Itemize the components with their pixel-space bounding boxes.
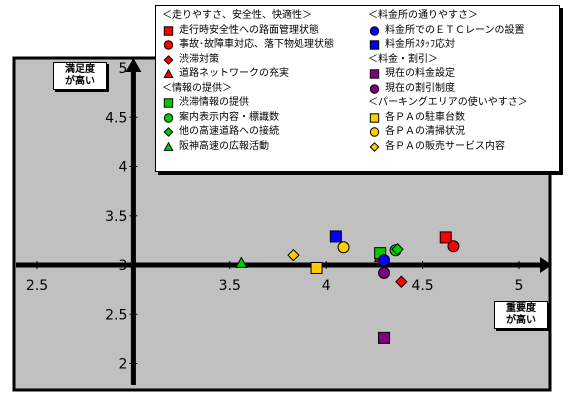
legend-marker-shape — [163, 54, 174, 65]
legend-marker — [369, 40, 380, 50]
legend-marker-shape — [163, 40, 174, 50]
legend-item-label: 現在の料金設定 — [385, 68, 455, 79]
x-tick-label: 2.5 — [26, 278, 48, 294]
legend-item-label: 阪神高速の広報活動 — [179, 140, 269, 152]
legend-marker — [163, 40, 174, 50]
legend-item: 各ＰＡの清掃状況 — [368, 125, 528, 140]
legend-item-label: 料金所でのＥＴＣレーンの設置 — [385, 24, 525, 36]
y-axis-label: 満足度 が高い — [53, 62, 107, 90]
legend-marker-shape — [163, 127, 174, 138]
y-tick-label: 4 — [118, 160, 127, 176]
data-point — [235, 256, 248, 268]
data-point — [439, 231, 452, 244]
legend-marker — [369, 113, 380, 123]
x-tick-label: 3.5 — [219, 278, 241, 294]
legend-item-label: 案内表示内容・標識数 — [179, 111, 279, 123]
legend-item-label: 他の高速道路への接続 — [179, 126, 279, 137]
legend-marker-shape — [163, 141, 174, 151]
legend-item-label: 料金所ｽﾀｯﾌ応対 — [385, 39, 455, 50]
legend-item-label: 事故･故障車対応、落下物処理状態 — [179, 39, 334, 50]
data-point — [378, 254, 391, 267]
legend-marker-shape — [369, 127, 380, 137]
legend-heading: ＜料金・割引＞ — [368, 53, 438, 65]
x-axis-label-line1: 重要度 — [506, 303, 536, 314]
legend-marker — [369, 69, 380, 79]
legend-marker-shape — [369, 84, 380, 94]
legend-item: 現在の割引制度 — [368, 82, 528, 97]
data-point — [378, 266, 391, 279]
legend-marker — [163, 26, 174, 36]
legend-item: 渋滞情報の提供 — [162, 96, 334, 111]
legend-marker — [369, 84, 380, 94]
y-tick-label: 4.5 — [105, 110, 127, 126]
x-tick-label: 5 — [515, 278, 524, 294]
legend-item-label: 各ＰＡの清掃状況 — [385, 126, 465, 137]
legend-heading: ＜走りやすさ、安全性、快適性＞ — [162, 10, 312, 21]
data-point — [310, 261, 323, 274]
legend-marker — [163, 127, 174, 138]
legend: ＜走りやすさ、安全性、快適性＞ 走行時安全性への路面管理状態 事故･故障車対応、… — [155, 5, 560, 172]
legend-marker — [369, 141, 380, 152]
y-tick-label: 2 — [118, 357, 127, 373]
legend-marker — [163, 141, 174, 151]
x-tick-label: 4 — [322, 278, 331, 294]
legend-marker — [369, 127, 380, 137]
legend-item-label: 渋滞対策 — [179, 53, 219, 65]
x-tick-label: 4.5 — [411, 278, 433, 294]
legend-marker-shape — [369, 69, 380, 79]
legend-marker-shape — [369, 26, 380, 36]
data-point — [329, 230, 342, 243]
data-point — [447, 240, 460, 253]
legend-marker — [369, 26, 380, 36]
legend-item: 案内表示内容・標識数 — [162, 111, 334, 126]
legend-marker-shape — [369, 40, 380, 50]
legend-item: 事故･故障車対応、落下物処理状態 — [162, 38, 334, 53]
legend-marker — [163, 69, 174, 79]
legend-marker-shape — [163, 113, 174, 123]
legend-marker-shape — [369, 141, 380, 152]
legend-item: 現在の料金設定 — [368, 67, 528, 82]
data-point — [395, 275, 408, 288]
legend-marker-shape — [163, 98, 174, 108]
legend-marker-shape — [369, 113, 380, 123]
legend-item: 走行時安全性への路面管理状態 — [162, 24, 334, 39]
legend-marker-shape — [163, 26, 174, 36]
legend-item-label: 道路ネットワークの充実 — [179, 68, 289, 79]
data-point — [378, 331, 391, 344]
legend-item: 渋滞対策 — [162, 53, 334, 68]
legend-item-label: 現在の割引制度 — [385, 82, 455, 94]
legend-heading: ＜情報の提供＞ — [162, 82, 232, 94]
legend-item-label: 各ＰＡの販売サービス内容 — [385, 140, 505, 152]
legend-marker — [163, 54, 174, 65]
legend-item-label: 渋滞情報の提供 — [179, 97, 249, 108]
legend-item-label: 各ＰＡの駐車台数 — [385, 111, 465, 123]
y-tick-label: 2.5 — [105, 307, 127, 323]
legend-marker — [163, 98, 174, 108]
data-point — [287, 248, 300, 262]
legend-item: 他の高速道路への接続 — [162, 125, 334, 140]
y-axis-label-line2: が高い — [65, 76, 95, 87]
legend-item: 料金所でのＥＴＣレーンの設置 — [368, 24, 528, 39]
x-axis-arrowhead — [540, 257, 552, 273]
y-tick-label: 5 — [118, 61, 127, 77]
legend-column-left: ＜走りやすさ、安全性、快適性＞ 走行時安全性への路面管理状態 事故･故障車対応、… — [162, 9, 334, 154]
x-axis-label-line2: が高い — [506, 315, 536, 326]
legend-item: 阪神高速の広報活動 — [162, 140, 334, 155]
legend-item-label: 走行時安全性への路面管理状態 — [179, 24, 319, 36]
y-tick-label: 3 — [118, 258, 127, 274]
legend-item: 各ＰＡの駐車台数 — [368, 111, 528, 126]
legend-heading: ＜料金所の通りやすさ＞ — [368, 10, 478, 21]
data-point — [337, 241, 350, 254]
legend-item: 道路ネットワークの充実 — [162, 67, 334, 82]
legend-marker-shape — [163, 69, 174, 79]
legend-heading: ＜パーキングエリアの使いやすさ＞ — [368, 97, 528, 108]
y-axis-label-line1: 満足度 — [65, 64, 95, 75]
legend-column-right: ＜料金所の通りやすさ＞ 料金所でのＥＴＣレーンの設置 料金所ｽﾀｯﾌ応対 ＜料金… — [368, 9, 528, 154]
legend-item: 料金所ｽﾀｯﾌ応対 — [368, 38, 528, 53]
legend-marker — [163, 113, 174, 123]
data-point — [391, 243, 404, 256]
legend-item: 各ＰＡの販売サービス内容 — [368, 140, 528, 155]
x-axis-label: 重要度 が高い — [494, 301, 548, 329]
y-tick-label: 3.5 — [105, 209, 127, 225]
